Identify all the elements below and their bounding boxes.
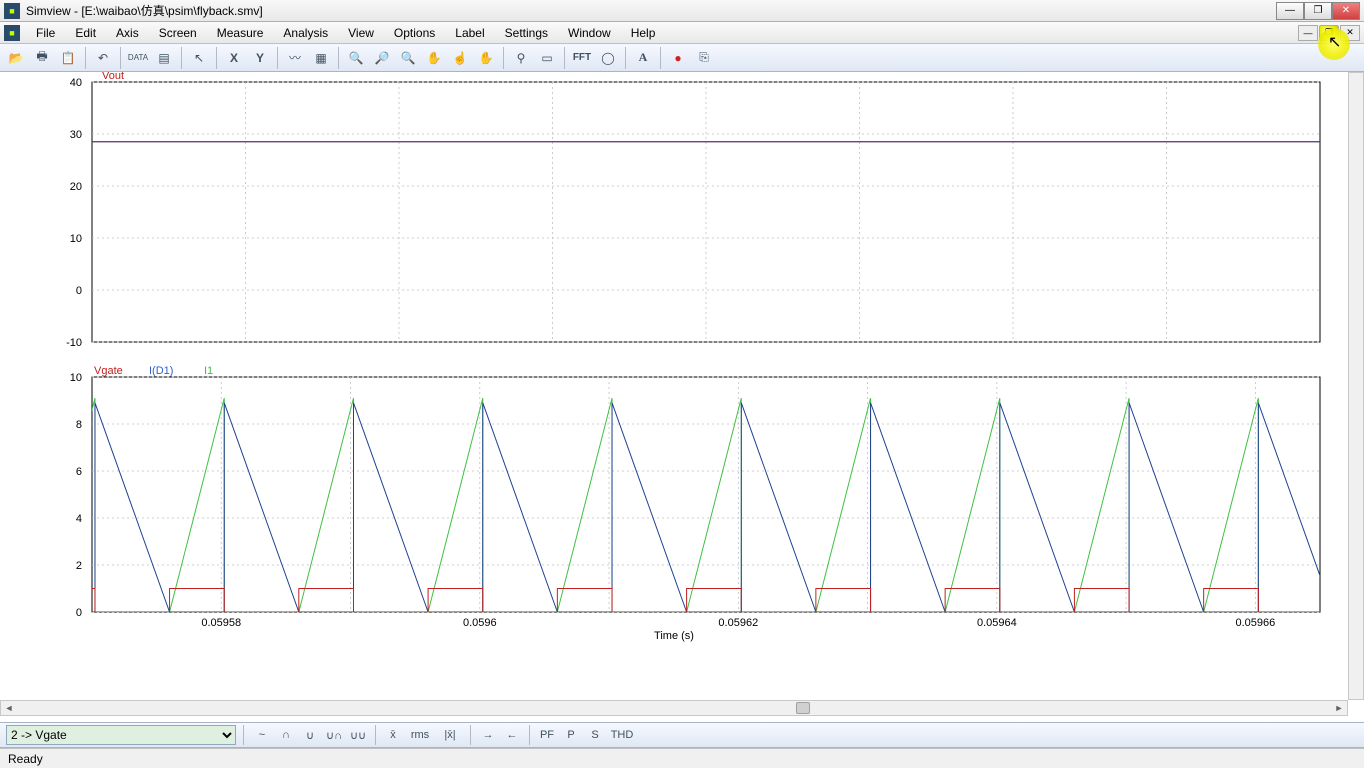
app-icon: ■ [4, 3, 20, 19]
measure-btn-11[interactable]: P [560, 725, 582, 745]
vertical-scrollbar[interactable] [1348, 72, 1364, 700]
mdi-minimize-button[interactable]: — [1298, 25, 1318, 41]
menu-label[interactable]: Label [445, 24, 494, 42]
menu-measure[interactable]: Measure [207, 24, 274, 42]
menu-analysis[interactable]: Analysis [273, 24, 338, 42]
svg-text:I(D1): I(D1) [149, 365, 173, 377]
horizontal-scrollbar[interactable]: ◄ ► [0, 700, 1348, 716]
scroll-right-icon[interactable]: ► [1331, 701, 1347, 715]
svg-text:8: 8 [76, 419, 82, 431]
zoom-out-icon[interactable]: 🔍 [396, 47, 420, 69]
menu-file[interactable]: File [26, 24, 65, 42]
scroll-left-icon[interactable]: ◄ [1, 701, 17, 715]
menu-options[interactable]: Options [384, 24, 445, 42]
signal-select[interactable]: 2 -> Vgate [6, 725, 236, 745]
svg-text:6: 6 [76, 466, 82, 478]
x-label-icon[interactable]: X [222, 47, 246, 69]
measure-btn-3[interactable]: ∪∩ [323, 725, 345, 745]
undo-icon[interactable]: ↶ [91, 47, 115, 69]
data2-icon[interactable]: ▤ [152, 47, 176, 69]
open-icon[interactable]: 📂 [4, 47, 28, 69]
measure-btn-12[interactable]: S [584, 725, 606, 745]
measure-btn-10[interactable]: PF [536, 725, 558, 745]
statusbar: Ready [0, 748, 1364, 768]
hand2-icon[interactable]: ✋ [474, 47, 498, 69]
mdi-close-button[interactable]: ✕ [1340, 25, 1360, 41]
measure-btn-4[interactable]: ∪∪ [347, 725, 369, 745]
zoom-in-icon[interactable]: 🔍 [344, 47, 368, 69]
x-axis-label: Time (s) [654, 630, 694, 642]
menu-axis[interactable]: Axis [106, 24, 149, 42]
data-icon[interactable]: DATA [126, 47, 150, 69]
arrow-icon[interactable]: ↖ [187, 47, 211, 69]
hand-icon[interactable]: ☝ [448, 47, 472, 69]
status-text: Ready [8, 752, 43, 766]
menu-view[interactable]: View [338, 24, 384, 42]
pan-icon[interactable]: ✋ [422, 47, 446, 69]
window-title: Simview - [E:\waibao\仿真\psim\flyback.smv… [26, 2, 1276, 19]
record-icon[interactable]: ● [666, 47, 690, 69]
measure-btn-13[interactable]: THD [608, 725, 636, 745]
menu-screen[interactable]: Screen [149, 24, 207, 42]
region-icon[interactable]: ▭ [535, 47, 559, 69]
menubar: ■ FileEditAxisScreenMeasureAnalysisViewO… [0, 22, 1364, 44]
minimize-button[interactable]: — [1276, 2, 1304, 20]
menu-help[interactable]: Help [621, 24, 666, 42]
scroll-thumb[interactable] [796, 702, 810, 714]
chart-signals[interactable]: Vgate I(D1) I1 0 2 4 6 8 10 0.05958 0.0596 0.05962 0… [0, 362, 1326, 652]
svg-text:4: 4 [76, 513, 82, 525]
toolbar: 📂 🖶 📋 ↶ DATA ▤ ↖ X Y 〰 ▦ 🔍 🔎 🔍 ✋ ☝ ✋ ⚲ ▭… [0, 44, 1364, 72]
svg-text:30: 30 [70, 129, 82, 141]
svg-text:10: 10 [70, 233, 82, 245]
measure-btn-0[interactable]: ~ [251, 725, 273, 745]
svg-text:0: 0 [76, 607, 82, 619]
maximize-button[interactable]: ❐ [1304, 2, 1332, 20]
svg-text:2: 2 [76, 560, 82, 572]
svg-text:0: 0 [76, 285, 82, 297]
measure-btn-9[interactable]: ← [501, 725, 523, 745]
circle-icon[interactable]: ◯ [596, 47, 620, 69]
measure-toolbar: 2 -> Vgate ~∩∪∪∩∪∪ x̄rms|x̄| →← PFPSTHD [0, 722, 1364, 748]
measure-btn-1[interactable]: ∩ [275, 725, 297, 745]
svg-text:-10: -10 [66, 337, 82, 349]
measure-btn-7[interactable]: |x̄| [436, 725, 464, 745]
titlebar: ■ Simview - [E:\waibao\仿真\psim\flyback.s… [0, 0, 1364, 22]
measure-btn-5[interactable]: x̄ [382, 725, 404, 745]
curve-icon[interactable]: 〰 [283, 47, 307, 69]
svg-text:Vout: Vout [102, 72, 124, 82]
print-icon[interactable]: 🖶 [30, 47, 54, 69]
grid-icon[interactable]: ▦ [309, 47, 333, 69]
zoom-fit-icon[interactable]: 🔎 [370, 47, 394, 69]
text-icon[interactable]: A [631, 47, 655, 69]
svg-text:10: 10 [70, 372, 82, 384]
mdi-restore-button[interactable]: ❐ [1319, 25, 1339, 41]
measure-btn-2[interactable]: ∪ [299, 725, 321, 745]
doc-icon: ■ [4, 25, 20, 41]
menu-window[interactable]: Window [558, 24, 621, 42]
y-label-icon[interactable]: Y [248, 47, 272, 69]
tag-icon[interactable]: ⎘ [692, 47, 716, 69]
svg-text:20: 20 [70, 181, 82, 193]
svg-text:40: 40 [70, 77, 82, 89]
svg-text:0.05966: 0.05966 [1235, 617, 1275, 629]
plot-area: Vout -10 0 10 20 30 40 Vgate I(D1) I1 0 2 4 6 8 10 0.05… [0, 72, 1348, 700]
measure-btn-8[interactable]: → [477, 725, 499, 745]
marker-icon[interactable]: ⚲ [509, 47, 533, 69]
svg-text:Vgate: Vgate [94, 365, 123, 377]
clipboard-icon[interactable]: 📋 [56, 47, 80, 69]
measure-btn-6[interactable]: rms [406, 725, 434, 745]
menu-settings[interactable]: Settings [495, 24, 558, 42]
svg-text:0.0596: 0.0596 [463, 617, 497, 629]
svg-text:0.05958: 0.05958 [201, 617, 241, 629]
svg-text:I1: I1 [204, 365, 213, 377]
svg-text:0.05964: 0.05964 [977, 617, 1017, 629]
svg-text:0.05962: 0.05962 [718, 617, 758, 629]
fft-icon[interactable]: FFT [570, 47, 594, 69]
menu-edit[interactable]: Edit [65, 24, 106, 42]
close-button[interactable]: ✕ [1332, 2, 1360, 20]
chart-vout[interactable]: Vout -10 0 10 20 30 40 [0, 72, 1326, 352]
